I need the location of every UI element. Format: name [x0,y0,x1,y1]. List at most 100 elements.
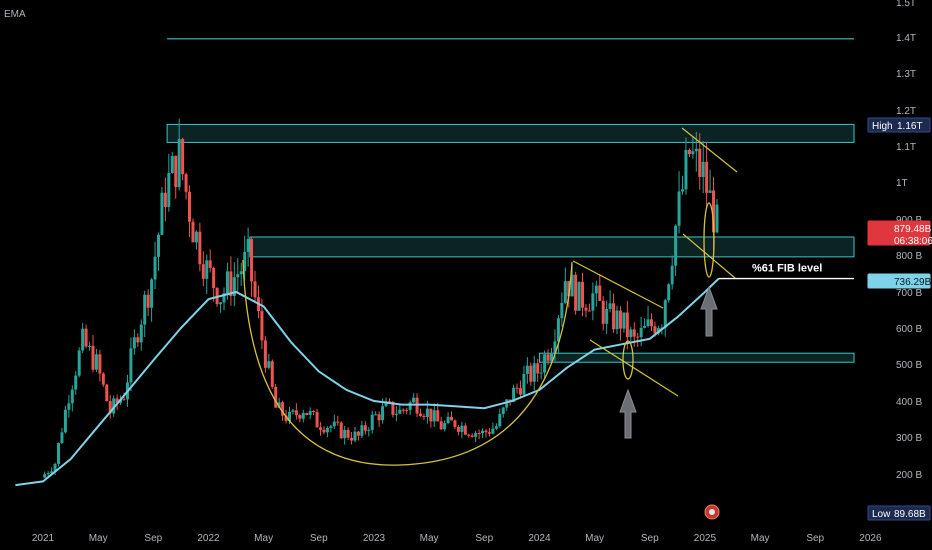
candle-body [222,293,226,303]
x-tick-label: May [420,533,439,544]
candle-body [419,413,423,417]
candle-body [643,326,647,328]
candle-body [184,174,188,192]
candle-body [98,354,102,374]
candle-body [560,302,564,319]
candle-body [363,425,367,431]
candle-body [446,416,450,424]
x-tick-label: May [254,533,273,544]
candle-body [594,285,598,294]
x-tick-label: Sep [641,533,659,544]
candle-body [60,432,64,444]
candlesticks [43,118,719,479]
channel-lower [589,339,679,397]
candle-body [191,221,195,243]
last-price-value: 879.48B [894,224,932,235]
candle-body [139,324,143,343]
candle-body [401,409,405,411]
candle-body [691,151,695,155]
candle-body [177,138,181,188]
high-tag [867,117,931,133]
up-arrow-icon [619,388,637,439]
candle-body [312,411,316,413]
y-tick-label: 1.1T [896,142,916,153]
candle-body [601,300,605,324]
ema-tag [867,273,931,289]
candle-body [298,415,302,419]
candle-body [356,431,360,436]
candle-body [367,429,371,431]
candle-body [122,399,126,401]
last-price-tag [867,220,931,246]
x-tick-label: 2024 [528,533,551,544]
candle-body [422,416,426,418]
candle-body [705,161,709,193]
candle-body [598,285,602,301]
candle-body [587,310,591,312]
candle-body [194,231,198,243]
candle-body [708,190,712,193]
candle-body [646,319,650,327]
x-tick-label: 2026 [859,533,882,544]
low-tag-label: Low [872,509,891,520]
candle-body [498,414,502,427]
candle-body [246,239,250,252]
candle-body [629,329,633,338]
candle-body [584,307,588,311]
candle-body [353,431,357,441]
candle-body [439,421,443,430]
high-tag-value: 1.16T [897,121,923,132]
candle-body [543,354,547,373]
candle-body [591,293,595,311]
candle-body [501,407,505,415]
candle-body [632,329,636,337]
candle-body [684,149,688,190]
y-tick-label: 500 B [896,360,922,371]
candle-body [518,388,522,395]
y-tick-label: 400 B [896,397,922,408]
candle-body [274,386,278,408]
candle-body [432,410,436,422]
candle-body [556,318,560,342]
candle-body [494,426,498,429]
candle-body [460,425,464,432]
candle-body [429,408,433,422]
candle-body [146,294,150,308]
candle-body [408,402,412,411]
candle-body [325,427,329,433]
candle-body [463,425,467,435]
candle-body [167,172,171,207]
x-tick-label: 2023 [363,533,386,544]
candle-body [667,284,671,301]
flag-upper [681,127,738,173]
candle-body [291,410,295,412]
candle-body [132,337,136,349]
highlight-ellipse [622,340,634,380]
candle-body [484,430,488,433]
candle-body [84,328,88,347]
candle-body [694,148,698,152]
cup-arc [242,259,573,466]
candle-body [515,387,519,389]
candle-body [294,410,298,416]
candle-body [329,426,333,428]
y-tick-label: 700 B [896,288,922,299]
candle-body [81,328,85,351]
candle-body [681,189,685,192]
candle-body [160,192,164,235]
candle-body [405,409,409,411]
candle-body [605,308,609,324]
candle-body [677,191,681,226]
ema-line [15,277,720,487]
candle-body [687,149,691,155]
x-tick-label: 2025 [694,533,717,544]
x-tick-label: May [751,533,770,544]
candle-body [50,471,54,474]
candle-body [170,155,174,173]
candle-body [567,281,571,297]
candle-body [425,408,429,417]
candle-body [456,426,460,432]
low-tag [867,505,931,521]
candle-body [450,416,454,421]
